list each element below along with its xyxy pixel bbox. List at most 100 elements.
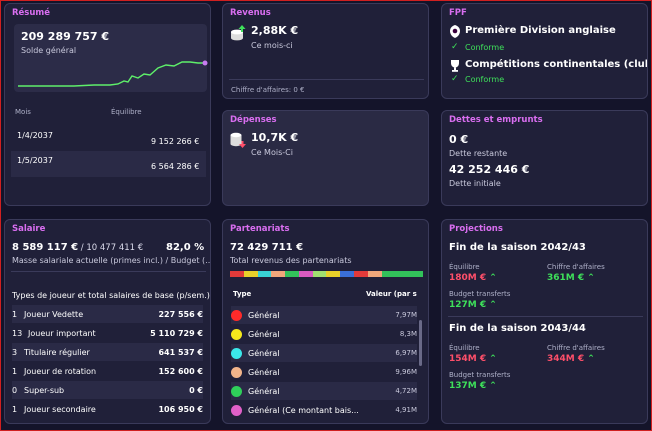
dettes-panel[interactable]: Dettes et emprunts 0 € Dette restante 42… [441,110,648,206]
wage-value: 641 537 € [158,347,203,357]
resume-row-month: 1/4/2037 [17,131,53,140]
resume-row [11,151,206,177]
fpf-item-name: Première Division anglaise [465,25,616,36]
revenus-panel[interactable]: Revenus 2,88K € Ce mois-ci Chiffre d'aff… [222,3,429,99]
trend-up-icon: ⌃ [486,381,497,391]
player-type: Titulaire régulier [24,347,90,357]
debt-remaining-label: Dette restante [449,149,508,158]
partner-color-dot [231,366,242,378]
col-type: Type [233,290,252,298]
resume-row-value: 6 564 286 € [151,162,200,171]
partnership-bar-segment [381,271,396,277]
partner-type: Général (Ce montant bais... [248,405,359,415]
balance-label: Solde général [21,46,77,55]
bt-value: 127M € ⌃ [449,300,497,310]
balance-line [18,61,205,87]
partnership-row[interactable]: Général 4,72M [231,382,417,400]
season-title: Fin de la saison 2042/43 [449,242,586,253]
depenses-title: Dépenses [230,115,277,125]
dettes-title: Dettes et emprunts [449,115,543,125]
wage-section-title: Types de joueur et total salaires de bas… [12,291,211,300]
partnership-bar-segment [243,271,258,277]
wage-budget: / 10 477 411 € [78,243,144,253]
player-count: 1 [12,404,18,414]
col-balance: Équilibre [111,108,142,116]
player-count: 0 [12,385,18,395]
eq-value: 180M € ⌃ [449,273,497,283]
partnership-row[interactable]: Général 9,96M [231,363,417,381]
bt-value: 137M € ⌃ [449,381,497,391]
depenses-panel[interactable]: Dépenses 10,7K € Ce Mois-Ci [222,110,429,206]
partnership-bar-segment [285,271,299,277]
partnership-list: Général 7,97M Général 8,3M Général 6,97M Gé… [223,220,428,423]
player-count: 3 [12,347,18,357]
partnership-bar-segment [271,271,286,277]
revenus-turnover: Chiffre d'affaires: 0 € [231,86,305,94]
partnership-bar-segment [340,271,355,277]
revenus-period: Ce mois-ci [251,41,293,50]
wage-row[interactable]: 1 Joueur Vedette 227 556 € [12,305,203,323]
wage-row[interactable]: 3 Titulaire régulier 641 537 € [12,343,203,361]
partner-value: 4,91M [395,406,417,414]
partnership-bar-segment [367,271,382,277]
partner-value: 9,96M [395,368,417,376]
debt-initial-label: Dette initiale [449,179,501,188]
partner-value: 7,97M [395,311,417,319]
partenariats-title: Partenariats [230,224,290,234]
wage-row[interactable]: 1 Joueur de rotation 152 600 € [12,362,203,380]
wage-row[interactable]: 0 Super-sub 0 € [12,381,203,399]
balance-chart [18,60,208,87]
salaire-panel[interactable]: Salaire 8 589 117 € / 10 477 411 € 82,0 … [4,219,211,424]
ca-label: Chiffre d'affaires [547,344,605,352]
resume-row-value: 9 152 266 € [151,137,200,146]
coins-up-icon [231,25,246,41]
partnership-total-label: Total revenus des partenariats [230,256,352,265]
partner-type: Général [248,310,280,320]
trend-up-icon: ⌃ [584,273,595,283]
fpf-panel[interactable]: FPF Première Division anglaise ✓ Conform… [441,3,648,99]
wage-subtitle: Masse salariale actuelle (primes incl.) … [12,256,211,265]
partnership-bar-segment [395,271,410,277]
player-type: Joueur Vedette [24,309,84,319]
partnership-bar-segment [354,271,368,277]
ca-label: Chiffre d'affaires [547,263,605,271]
trend-up-icon: ⌃ [486,273,497,283]
coins-down-icon [230,132,246,148]
ca-amount: 344M € [547,354,585,364]
wage-summary: 8 589 117 € / 10 477 411 € [12,242,143,253]
bt-amount: 137M € [449,381,487,391]
partner-color-dot [231,404,242,416]
resume-panel: Résumé 209 289 757 € Solde général Mois … [4,3,211,206]
partner-type: Général [248,386,280,396]
partnership-row[interactable]: Général 8,3M [231,325,417,343]
bt-label: Budget transferts [449,371,511,379]
player-type: Super-sub [24,385,65,395]
partnership-bar-segment [230,271,244,277]
check-icon: ✓ [451,42,459,52]
resume-row-month: 1/5/2037 [17,156,53,165]
partnership-bar-segment [298,271,313,277]
partnership-bar-segment [326,271,341,277]
player-count: 1 [12,309,18,319]
wage-row[interactable]: 13 Joueur important 5 110 729 € [12,324,203,342]
revenus-value: 2,88K € [251,24,299,37]
partner-value: 4,72M [395,387,417,395]
partnership-row[interactable]: Général (Ce montant bais... 4,91M [231,401,417,419]
partnership-row[interactable]: Général 6,97M [231,344,417,362]
partner-type: Général [248,348,280,358]
debt-initial-value: 42 252 446 € [449,163,530,176]
col-month: Mois [15,108,31,116]
wage-row[interactable]: 1 Joueur secondaire 106 950 € [12,400,203,418]
balance-end-dot [202,60,208,66]
eq-amount: 154M € [449,354,487,364]
partner-color-dot [231,309,242,321]
eq-label: Équilibre [449,344,480,352]
trend-up-icon: ⌃ [486,354,497,364]
projections-panel[interactable]: Projections Fin de la saison 2042/43 Équ… [441,219,648,424]
player-count: 13 [12,328,23,338]
list-scrollbar[interactable] [419,320,422,366]
partnership-row[interactable]: Général 7,97M [231,306,417,324]
partenariats-panel[interactable]: Partenariats 72 429 711 € Total revenus … [222,219,429,424]
ca-value: 344M € ⌃ [547,354,595,364]
player-type: Joueur de rotation [24,366,97,376]
